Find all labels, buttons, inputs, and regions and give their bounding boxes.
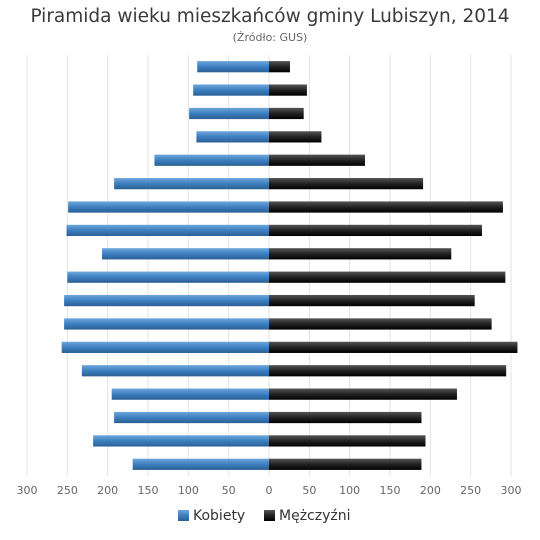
bar-kobiety: [114, 178, 270, 190]
x-tick-label: 250: [460, 484, 481, 497]
x-tick-label: 50: [222, 484, 236, 497]
x-tick-label: 150: [138, 484, 159, 497]
bar-kobiety: [197, 61, 269, 73]
bar-mezczyzni: [269, 411, 422, 424]
x-axis-ticks: 300 250 200 150 100 50 0 50 100 150 200 250 300: [17, 484, 522, 497]
chart-title: Piramida wieku mieszkańców gminy Lubiszy…: [30, 6, 510, 27]
bar-mezczyzni: [269, 341, 518, 353]
bar-mezczyzni: [269, 388, 457, 400]
x-tick-label: 300: [501, 484, 522, 497]
bar-mezczyzni: [269, 154, 365, 166]
x-tick-label: 50: [302, 484, 316, 497]
bar-kobiety: [81, 365, 269, 377]
legend-swatch-kobiety: [178, 510, 189, 521]
bar-kobiety: [154, 154, 269, 166]
bar-mezczyzni: [269, 61, 290, 73]
bar-kobiety: [193, 84, 269, 96]
legend-label-kobiety: Kobiety: [193, 508, 245, 524]
x-tick-label: 0: [266, 484, 273, 497]
legend-swatch-mezczyzni: [264, 510, 275, 521]
x-tick-label: 200: [97, 484, 118, 497]
chart-subtitle: (Źródło: GUS): [232, 31, 308, 44]
x-tick-label: 100: [178, 484, 199, 497]
bars: [61, 61, 518, 470]
bar-mezczyzni: [269, 458, 422, 470]
bar-kobiety: [189, 107, 269, 120]
x-tick-label: 250: [57, 484, 78, 497]
legend: Kobiety Mężczyźni: [178, 508, 350, 524]
bar-kobiety: [196, 131, 269, 143]
bar-mezczyzni: [269, 294, 475, 307]
bar-mezczyzni: [269, 248, 452, 260]
x-tick-label: 200: [420, 484, 441, 497]
bar-mezczyzni: [269, 365, 507, 377]
bar-kobiety: [68, 201, 269, 213]
bar-mezczyzni: [269, 84, 307, 96]
bar-kobiety: [61, 341, 269, 353]
bar-mezczyzni: [269, 178, 424, 190]
bar-kobiety: [93, 435, 269, 447]
bar-mezczyzni: [269, 107, 304, 120]
bar-kobiety: [111, 388, 269, 400]
x-tick-label: 150: [380, 484, 401, 497]
bar-kobiety: [102, 248, 270, 260]
bar-mezczyzni: [269, 201, 503, 213]
bar-mezczyzni: [269, 435, 426, 447]
bar-kobiety: [64, 294, 270, 307]
bar-kobiety: [132, 458, 269, 470]
bar-kobiety: [114, 411, 270, 424]
x-tick-label: 100: [339, 484, 360, 497]
x-tick-label: 300: [17, 484, 38, 497]
bar-mezczyzni: [269, 131, 322, 143]
bar-mezczyzni: [269, 318, 492, 330]
legend-label-mezczyzni: Mężczyźni: [279, 508, 350, 524]
grid-lines: [26, 55, 512, 476]
bar-mezczyzni: [269, 271, 506, 283]
bar-kobiety: [64, 318, 270, 330]
bar-kobiety: [67, 271, 269, 283]
bar-kobiety: [66, 224, 269, 237]
bar-mezczyzni: [269, 224, 482, 237]
